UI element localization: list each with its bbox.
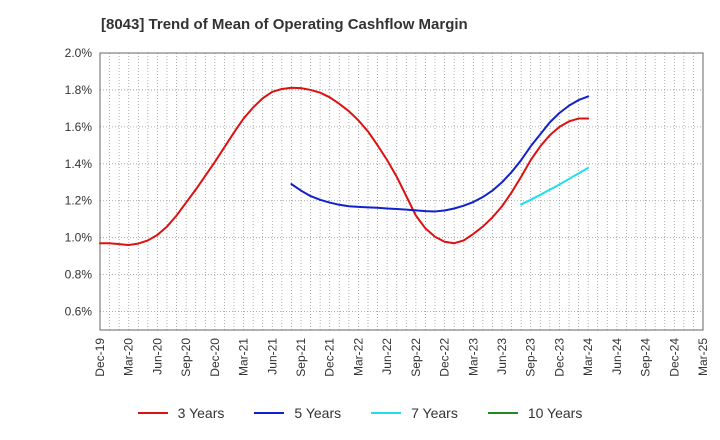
x-tick-label: Jun-20: [150, 338, 164, 375]
legend-swatch: [487, 412, 518, 414]
y-tick-label: 1.6%: [65, 120, 93, 134]
y-tick-label: 0.6%: [65, 305, 93, 319]
legend-item-10-years: 10 Years: [487, 405, 583, 421]
x-tick-label: Sep-20: [179, 338, 193, 377]
legend-swatch: [371, 412, 402, 414]
series-line-7-years: [520, 166, 590, 206]
y-tick-label: 1.4%: [65, 157, 93, 171]
series-line-5-years: [290, 95, 590, 213]
plot-frame: [99, 52, 704, 331]
series-line-3-years: [99, 86, 590, 247]
y-tick-label: 2.0%: [65, 46, 93, 60]
legend-item-5-years: 5 Years: [254, 405, 341, 421]
legend-swatch: [254, 412, 285, 414]
x-tick-label: Mar-25: [696, 338, 710, 376]
legend-label: 5 Years: [294, 405, 342, 421]
x-tick-label: Dec-20: [208, 338, 222, 377]
x-tick-label: Sep-22: [409, 338, 423, 377]
legend-label: 3 Years: [177, 405, 225, 421]
x-tick-label: Sep-21: [294, 338, 308, 377]
x-tick-label: Dec-22: [438, 338, 452, 377]
x-tick-label: Mar-20: [122, 338, 136, 376]
x-tick-label: Jun-23: [495, 338, 509, 375]
x-tick-label: Jun-22: [380, 338, 394, 375]
y-tick-label: 1.0%: [65, 231, 93, 245]
x-tick-label: Sep-24: [639, 338, 653, 377]
x-tick-label: Mar-21: [237, 338, 251, 376]
x-tick-label: Dec-21: [323, 338, 337, 377]
x-tick-label: Sep-23: [524, 338, 538, 377]
legend-label: 7 Years: [411, 405, 458, 421]
y-tick-label: 1.8%: [65, 83, 93, 97]
y-tick-label: 0.8%: [65, 268, 93, 282]
x-tick-label: Mar-24: [581, 338, 595, 376]
plot-area: [100, 53, 703, 330]
x-tick-label: Jun-24: [610, 338, 624, 375]
chart-legend: 3 Years 5 Years 7 Years 10 Years: [0, 405, 720, 421]
x-tick-label: Dec-19: [93, 338, 107, 377]
x-tick-label: Jun-21: [265, 338, 279, 375]
x-tick-label: Mar-23: [466, 338, 480, 376]
legend-swatch: [137, 412, 168, 414]
chart-title: [8043] Trend of Mean of Operating Cashfl…: [101, 16, 468, 33]
x-tick-label: Mar-22: [351, 338, 365, 376]
x-tick-label: Dec-24: [667, 338, 681, 377]
legend-item-3-years: 3 Years: [137, 405, 225, 421]
legend-label: 10 Years: [527, 405, 583, 421]
y-tick-label: 1.2%: [65, 194, 93, 208]
x-tick-label: Dec-23: [552, 338, 566, 377]
legend-item-7-years: 7 Years: [371, 405, 458, 421]
